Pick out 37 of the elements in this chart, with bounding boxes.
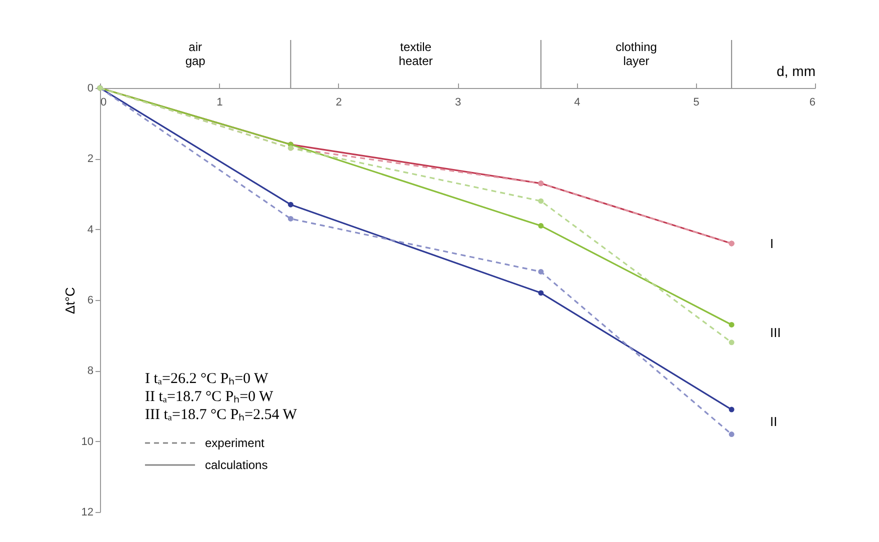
x-tick-label: 1 — [216, 96, 223, 108]
x-axis-title: d, mm — [776, 63, 816, 79]
point — [538, 290, 544, 296]
point — [288, 202, 294, 208]
y-tick-label: 2 — [87, 153, 94, 166]
point — [288, 216, 294, 222]
y-tick-label: 6 — [87, 294, 94, 306]
x-tick-label: 5 — [693, 96, 700, 108]
annotation: III tₐ=18.7 °C Pₕ=2.54 W — [145, 407, 298, 423]
point — [728, 340, 734, 346]
annotation: experiment — [205, 436, 266, 450]
annotation: III — [770, 325, 781, 340]
point — [728, 322, 734, 328]
point — [728, 406, 734, 412]
y-tick-label: 10 — [81, 436, 94, 448]
y-tick-label: 4 — [87, 224, 94, 236]
y-axis-title: Δt°C — [62, 287, 78, 314]
x-tick-label: 4 — [574, 96, 580, 108]
point — [538, 223, 544, 229]
x-tick-label: 2 — [336, 96, 342, 108]
x-tick-label: 0 — [100, 96, 107, 108]
y-tick-label: 0 — [87, 82, 94, 94]
text: air gap — [185, 40, 206, 68]
x-tick-label: 6 — [809, 96, 816, 108]
text: textile heater — [398, 40, 433, 68]
point — [728, 432, 734, 437]
annotation: calculations — [205, 458, 268, 472]
point — [538, 269, 544, 274]
y-tick-label: 12 — [81, 506, 94, 518]
x-tick-label: 3 — [454, 96, 462, 108]
y-tick-label: 8 — [87, 365, 94, 378]
annotation: II — [770, 414, 778, 429]
text: clothing layer — [616, 40, 657, 68]
annotation: I — [770, 236, 774, 251]
point — [538, 198, 544, 204]
annotation: I tₐ=26.2 °C Pₕ=0 W — [145, 371, 270, 387]
annotation: II tₐ=18.7 °C Pₕ=0 W — [145, 389, 274, 405]
